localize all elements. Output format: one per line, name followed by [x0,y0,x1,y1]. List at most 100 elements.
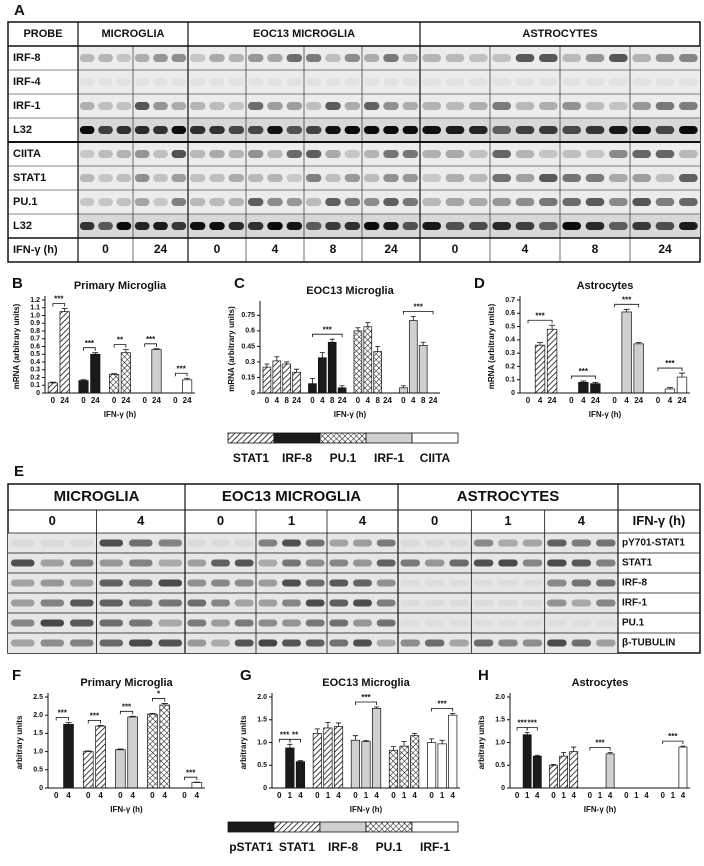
bar [426,742,437,789]
blot-band [282,599,301,607]
significance-bracket [526,727,538,731]
legend-swatch [319,432,367,444]
blot-band [305,639,325,647]
blot-band [383,54,399,62]
blot-band [353,539,372,547]
blot-band [228,174,245,182]
x-tick-label: 0 [54,791,59,800]
x-tick-label: 0 [612,396,617,405]
probe-label: L32 [13,220,32,232]
blot-band [655,78,675,86]
y-tick-label: 1.0 [33,748,43,755]
blot-band [547,599,567,607]
y-axis-label: mRNA (arbitrary units) [487,303,496,389]
blot-band [258,579,278,587]
bar [327,341,337,394]
blot-band [400,539,420,547]
blot-band [344,126,361,134]
blot-band [228,222,245,230]
protein-label: β-TUBULIN [622,638,675,649]
significance-label: *** [361,693,371,702]
error-bar [97,724,104,727]
blot-band [158,539,183,547]
significance-bracket [52,303,66,307]
blot-band [498,539,518,547]
bar [282,363,292,394]
x-tick-label: 0 [112,396,117,405]
blot-band [515,78,535,86]
y-axis-label: arbitrary units [239,715,248,769]
blot-band [523,620,543,627]
blot-band [98,126,113,134]
blot-band [402,78,419,86]
x-tick-label: 1 [634,791,639,800]
legend-label: CIITA [420,451,451,465]
legend-label: IRF-8 [282,451,312,465]
x-tick-label: 1 [326,791,331,800]
protein-label: PU.1 [622,618,645,629]
blot-band [400,639,420,647]
blot-band [469,222,488,230]
blot-row [78,94,700,118]
blot-band [353,559,372,567]
bar [522,734,532,789]
bar [676,376,688,394]
blot-band [632,198,651,206]
blot-band [376,599,396,607]
blot-band [492,150,511,158]
significance-label: *** [54,295,64,304]
blot-band [40,599,65,607]
blot-band [69,639,94,647]
blot-band [247,198,264,206]
blot-band [209,126,225,134]
blot-band [344,78,361,86]
blot-band [402,150,419,158]
error-bar [439,739,445,744]
blot-band [286,126,303,134]
significance-label: *** [122,702,132,711]
blot-band [99,539,124,547]
bar [127,716,138,789]
significance-bracket [83,347,96,351]
blot-band [609,78,628,86]
blot-band [344,54,361,62]
error-bar [666,387,673,390]
blot-band [445,54,465,62]
blot-band [498,620,518,627]
blot-band [376,539,396,547]
x-tick-label: 0 [391,791,396,800]
blot-band [305,126,322,134]
significance-bracket [87,719,101,724]
blot-band [69,559,94,567]
blot-band [40,539,65,547]
x-tick-label: 4 [130,791,135,800]
legend-label: PU.1 [376,840,403,854]
y-tick-label: 1.0 [495,739,505,746]
time-axis-label: IFN-γ (h) [13,244,58,256]
blot-band [209,198,225,206]
x-tick-label: 1 [525,791,530,800]
error-bar [355,327,361,331]
significance-bracket [184,776,198,781]
blot-band [171,150,187,158]
blot-band [187,579,207,587]
bar [569,751,579,789]
blot-band [258,619,278,627]
blot-band [424,539,445,547]
blot-band [325,78,341,86]
significance-label: ** [117,336,124,345]
cell-type-header: EOC13 MICROGLIA [253,28,355,40]
blot-band [609,150,628,158]
blot-band [424,559,445,567]
x-tick-label: 4 [535,791,540,800]
blot-band [445,174,465,182]
y-tick-label: 0.2 [30,374,40,381]
blot-band [363,78,380,86]
x-tick-label: 24 [634,396,643,405]
blot-band [98,150,113,158]
bar [109,374,120,394]
blot-band [609,126,628,134]
legend-label: IRF-1 [374,451,404,465]
blot-band [473,579,494,587]
blot-band [539,174,558,182]
